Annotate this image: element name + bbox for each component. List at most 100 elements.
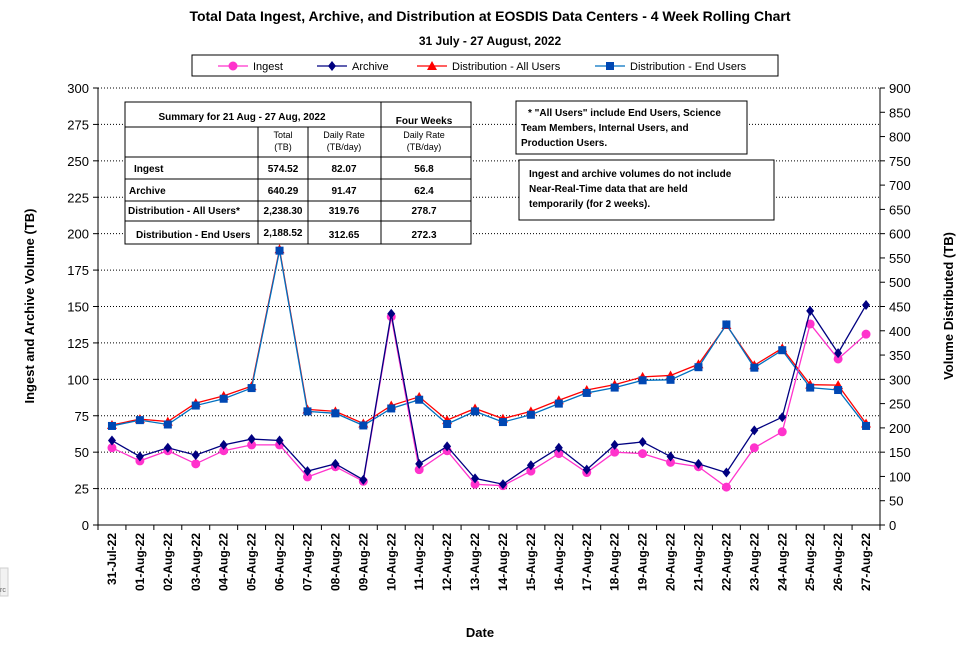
- legend-marker: [606, 62, 614, 70]
- y-tick-label-right: 200: [889, 421, 911, 436]
- x-tick-label: 24-Aug-22: [775, 533, 789, 591]
- note-line: * "All Users" include End Users, Science: [528, 108, 721, 119]
- data-point-distribution-end-users: [638, 376, 647, 385]
- data-point-archive: [554, 442, 563, 453]
- data-point-distribution-end-users: [666, 375, 675, 384]
- data-point-distribution-end-users: [610, 383, 619, 392]
- data-point-distribution-end-users: [554, 399, 563, 408]
- data-point-distribution-end-users: [107, 421, 116, 430]
- data-point-archive: [387, 308, 396, 319]
- x-tick-label: 19-Aug-22: [636, 533, 650, 591]
- data-point-distribution-end-users: [862, 421, 871, 430]
- x-tick-label: 11-Aug-22: [412, 533, 426, 591]
- x-tick-label: 04-Aug-22: [217, 533, 231, 591]
- y-tick-label-right: 400: [889, 324, 911, 339]
- x-tick-label: 18-Aug-22: [608, 533, 622, 591]
- x-tick-label: 22-Aug-22: [719, 533, 733, 591]
- data-point-distribution-end-users: [387, 404, 396, 413]
- x-tick-label: 27-Aug-22: [859, 533, 873, 591]
- data-point-archive: [219, 439, 228, 450]
- y-axis-right-label: Volume Distributed (TB): [941, 232, 956, 380]
- data-point-archive: [638, 436, 647, 447]
- y-tick-label-right: 100: [889, 469, 911, 484]
- y-tick-label-right: 50: [889, 494, 903, 509]
- data-point-distribution-end-users: [806, 383, 815, 392]
- y-tick-label-left: 250: [67, 154, 89, 169]
- data-point-distribution-end-users: [694, 363, 703, 372]
- x-tick-label: 17-Aug-22: [580, 533, 594, 591]
- summary-row-total: 2,188.52: [264, 228, 303, 239]
- note-line: temporarily (for 2 weeks).: [529, 199, 650, 210]
- summary-col-total-1: Total: [273, 130, 292, 140]
- right-axis-ticks: 0 50 100 150 200 250 300 350 400 450 500 550 600 650 7…: [880, 81, 911, 533]
- series-distribution-end-users: [107, 246, 871, 430]
- data-point-distribution-end-users: [163, 420, 172, 429]
- chart-title: Total Data Ingest, Archive, and Distribu…: [189, 8, 790, 24]
- x-tick-label: 15-Aug-22: [524, 533, 538, 591]
- note-line: Ingest and archive volumes do not includ…: [529, 169, 732, 180]
- y-axis-left-label: Ingest and Archive Volume (TB): [22, 208, 37, 403]
- summary-col-rate-1: Daily Rate: [323, 130, 365, 140]
- x-tick-label: 01-Aug-22: [133, 533, 147, 591]
- y-tick-label-right: 350: [889, 348, 911, 363]
- data-point-archive: [778, 412, 787, 423]
- series-archive: [107, 300, 871, 490]
- data-point-archive: [526, 460, 535, 471]
- summary-row-label: Distribution - End Users: [136, 230, 251, 241]
- series-line-archive: [111, 304, 867, 485]
- data-point-archive: [191, 450, 200, 461]
- x-tick-label: 02-Aug-22: [161, 533, 175, 591]
- data-point-archive: [862, 300, 871, 311]
- y-tick-label-right: 850: [889, 105, 911, 120]
- x-tick-label: 05-Aug-22: [245, 533, 259, 591]
- x-tick-label: 03-Aug-22: [189, 533, 203, 591]
- y-tick-label-left: 200: [67, 227, 89, 242]
- legend-marker: [328, 61, 336, 71]
- data-point-distribution-end-users: [498, 418, 507, 427]
- y-tick-label-right: 900: [889, 81, 911, 96]
- y-tick-label-left: 75: [75, 409, 89, 424]
- summary-row-rate: 91.47: [331, 186, 356, 197]
- y-tick-label-left: 275: [67, 117, 89, 132]
- data-point-distribution-end-users: [303, 407, 312, 416]
- data-point-archive: [666, 451, 675, 462]
- data-point-archive: [359, 474, 368, 485]
- legend-label: Distribution - All Users: [452, 61, 561, 73]
- x-tick-label: 09-Aug-22: [356, 533, 370, 591]
- summary-row-label: Ingest: [134, 164, 164, 175]
- edge-fragment-box: [0, 567, 9, 597]
- data-point-archive: [163, 442, 172, 453]
- legend: Ingest Archive Distribution - All Users Dis…: [191, 54, 779, 77]
- data-point-distribution-end-users: [443, 420, 452, 429]
- data-point-distribution-end-users: [191, 401, 200, 410]
- data-point-distribution-end-users: [275, 246, 284, 255]
- data-point-archive: [471, 473, 480, 484]
- legend-marker: [427, 61, 437, 70]
- y-tick-label-right: 750: [889, 154, 911, 169]
- data-point-distribution-end-users: [331, 409, 340, 418]
- data-point-archive: [722, 467, 731, 478]
- data-point-ingest: [191, 459, 201, 469]
- summary-title: Summary for 21 Aug - 27 Aug, 2022: [158, 112, 326, 123]
- series-layer: [106, 244, 872, 492]
- legend-marker: [228, 61, 238, 71]
- x-tick-label: 13-Aug-22: [468, 533, 482, 591]
- summary-col-rate-2: (TB/day): [327, 142, 362, 152]
- x-axis-label: Date: [466, 625, 494, 640]
- data-point-archive: [694, 458, 703, 469]
- y-tick-label-right: 300: [889, 372, 911, 387]
- x-tick-label: 10-Aug-22: [384, 533, 398, 591]
- summary-row-label: Distribution - All Users*: [128, 206, 240, 217]
- data-point-distribution-end-users: [135, 416, 144, 425]
- data-point-ingest: [777, 427, 787, 437]
- y-tick-label-right: 450: [889, 300, 911, 315]
- chart-subtitle: 31 July - 27 August, 2022: [419, 34, 562, 48]
- legend-label: Archive: [352, 61, 389, 73]
- data-point-archive: [247, 434, 256, 445]
- y-tick-label-left: 50: [75, 445, 89, 460]
- data-point-distribution-end-users: [471, 407, 480, 416]
- x-tick-label: 23-Aug-22: [747, 533, 761, 591]
- data-point-archive: [135, 451, 144, 462]
- data-point-distribution-end-users: [247, 384, 256, 393]
- summary-col-4w-2: (TB/day): [407, 142, 442, 152]
